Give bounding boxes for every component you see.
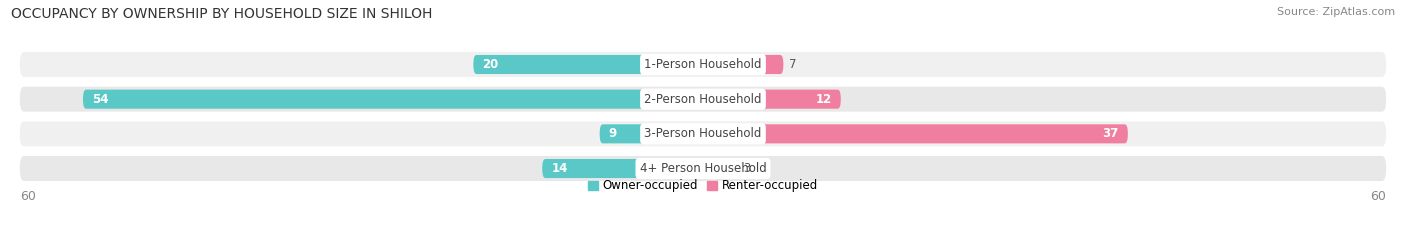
Text: Source: ZipAtlas.com: Source: ZipAtlas.com — [1277, 7, 1395, 17]
FancyBboxPatch shape — [599, 124, 703, 143]
FancyBboxPatch shape — [703, 55, 783, 74]
Text: 7: 7 — [789, 58, 797, 71]
Text: 37: 37 — [1102, 127, 1119, 140]
Text: OCCUPANCY BY OWNERSHIP BY HOUSEHOLD SIZE IN SHILOH: OCCUPANCY BY OWNERSHIP BY HOUSEHOLD SIZE… — [11, 7, 433, 21]
FancyBboxPatch shape — [543, 159, 703, 178]
Text: 14: 14 — [551, 162, 568, 175]
Text: 54: 54 — [93, 93, 108, 106]
FancyBboxPatch shape — [703, 159, 738, 178]
Text: 12: 12 — [815, 93, 831, 106]
FancyBboxPatch shape — [703, 90, 841, 109]
Text: 60: 60 — [20, 190, 35, 203]
Text: 1-Person Household: 1-Person Household — [644, 58, 762, 71]
Text: 9: 9 — [609, 127, 617, 140]
FancyBboxPatch shape — [83, 90, 703, 109]
Text: 20: 20 — [482, 58, 499, 71]
FancyBboxPatch shape — [20, 156, 1386, 181]
Text: 3-Person Household: 3-Person Household — [644, 127, 762, 140]
Text: 2-Person Household: 2-Person Household — [644, 93, 762, 106]
FancyBboxPatch shape — [703, 124, 1128, 143]
Text: 60: 60 — [1371, 190, 1386, 203]
Legend: Owner-occupied, Renter-occupied: Owner-occupied, Renter-occupied — [583, 175, 823, 197]
FancyBboxPatch shape — [20, 87, 1386, 112]
FancyBboxPatch shape — [474, 55, 703, 74]
Text: 4+ Person Household: 4+ Person Household — [640, 162, 766, 175]
Text: 3: 3 — [744, 162, 751, 175]
FancyBboxPatch shape — [20, 52, 1386, 77]
FancyBboxPatch shape — [20, 121, 1386, 146]
